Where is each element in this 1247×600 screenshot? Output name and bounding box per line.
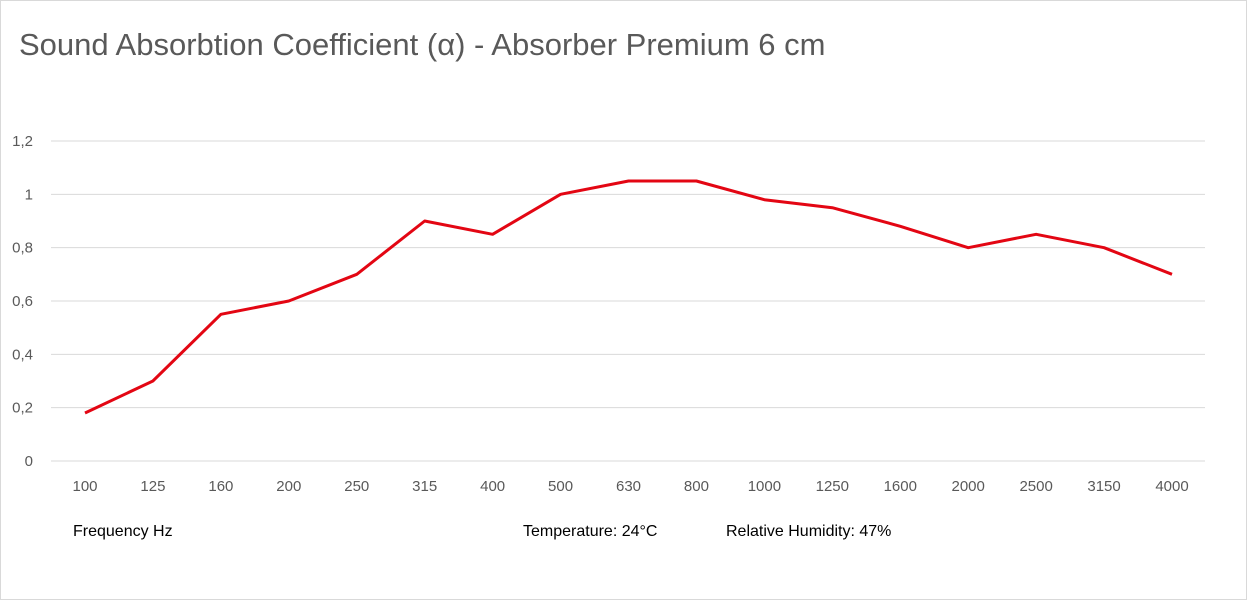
x-tick-label: 2000	[952, 478, 985, 495]
humidity-note: Relative Humidity: 47%	[726, 523, 892, 540]
y-tick-label: 0,6	[12, 293, 33, 310]
series-line	[84, 179, 1173, 415]
gridlines	[51, 140, 1205, 462]
x-tick-label: 630	[616, 478, 641, 495]
x-tick-label: 800	[684, 478, 709, 495]
chart-title: Sound Absorbtion Coefficient (α) - Absor…	[19, 27, 826, 62]
x-tick-label: 1600	[884, 478, 917, 495]
x-tick-label: 3150	[1087, 478, 1120, 495]
x-tick-label: 125	[140, 478, 165, 495]
x-axis-label: Frequency Hz	[73, 523, 173, 540]
y-tick-label: 0	[25, 453, 33, 470]
x-tick-label: 400	[480, 478, 505, 495]
y-axis-tick-labels: 0 0,2 0,4 0,6 0,8 1 1,2	[12, 133, 33, 470]
x-tick-label: 200	[276, 478, 301, 495]
y-tick-label: 1,2	[12, 133, 33, 150]
x-tick-label: 1000	[748, 478, 781, 495]
x-tick-label: 1250	[816, 478, 849, 495]
y-tick-label: 1	[25, 186, 33, 203]
x-tick-label: 250	[344, 478, 369, 495]
x-tick-label: 4000	[1155, 478, 1188, 495]
x-tick-label: 500	[548, 478, 573, 495]
x-tick-label: 315	[412, 478, 437, 495]
y-tick-label: 0,2	[12, 400, 33, 417]
x-tick-label: 100	[72, 478, 97, 495]
x-tick-label: 2500	[1019, 478, 1052, 495]
x-axis-tick-labels: 100 125 160 200 250 315 400 500 630 800 1000 1250 16…	[72, 478, 1188, 495]
temperature-note: Temperature: 24°C	[523, 523, 658, 540]
x-tick-label: 160	[208, 478, 233, 495]
y-tick-label: 0,8	[12, 240, 33, 257]
y-tick-label: 0,4	[12, 346, 33, 363]
series-layer	[84, 179, 1173, 415]
